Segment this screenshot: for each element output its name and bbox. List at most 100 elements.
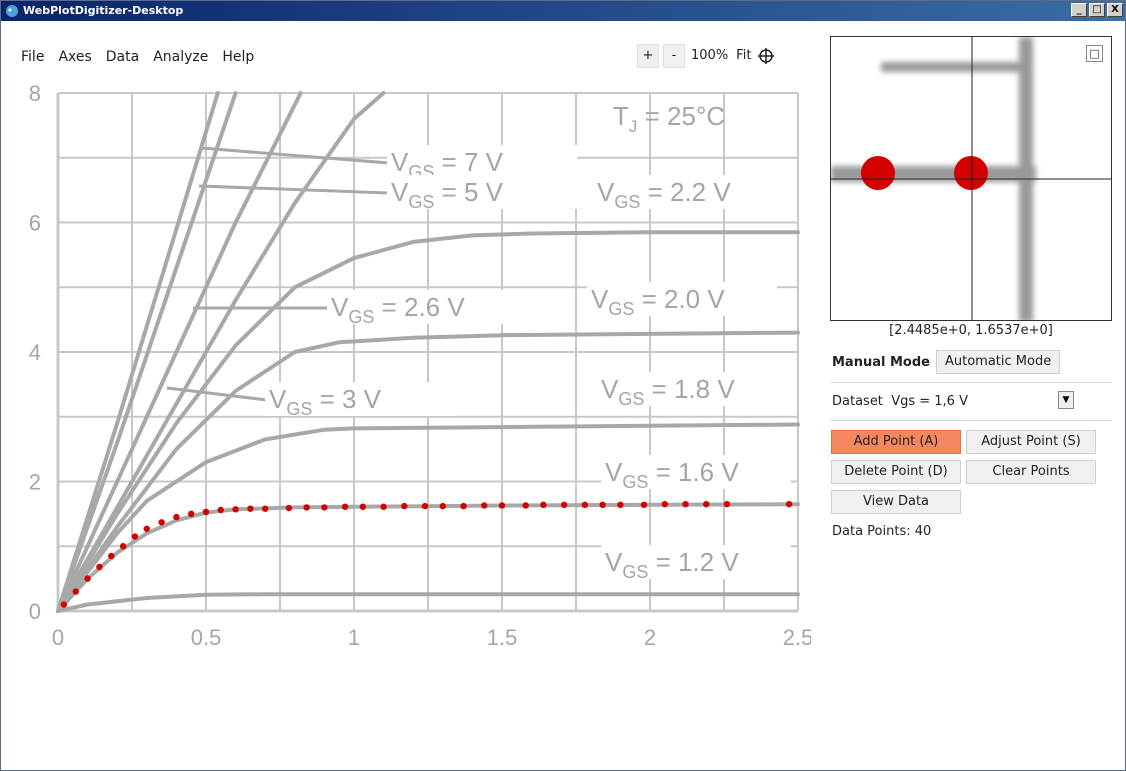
digitized-point[interactable] (498, 502, 506, 509)
dataset-row: Dataset Vgs = 1,6 V (832, 394, 968, 409)
digitized-point[interactable] (401, 502, 408, 510)
digitized-point[interactable] (785, 500, 793, 508)
vgs-label-text: VGS = 1.8 V (601, 374, 735, 409)
digitized-point[interactable] (60, 601, 68, 608)
label-background (593, 175, 783, 209)
curve-series (56, 330, 800, 613)
vgs-label-sub: GS (622, 472, 648, 492)
x-tick-label: 0.5 (191, 625, 222, 650)
digitized-point[interactable] (341, 503, 349, 510)
vgs-label-text: VGS = 2.0 V (591, 284, 725, 319)
crosshair-icon[interactable] (757, 47, 775, 65)
digitized-point[interactable] (682, 500, 689, 508)
menu-bar: File Axes Data Analyze Help (21, 49, 254, 65)
digitized-point[interactable] (581, 501, 589, 509)
automatic-mode-button[interactable]: Automatic Mode (935, 350, 1061, 374)
digitized-point[interactable] (84, 575, 91, 582)
zoom-out-button[interactable]: - (663, 44, 685, 68)
digitized-point[interactable] (560, 501, 568, 509)
digitized-point[interactable] (439, 502, 446, 510)
view-data-button[interactable]: View Data (831, 490, 961, 514)
leader-line (198, 184, 390, 195)
label-background (597, 372, 787, 406)
curve-series (56, 592, 800, 613)
digitized-point[interactable] (232, 506, 239, 513)
digitized-point[interactable] (285, 504, 293, 512)
y-tick-label: 8 (29, 83, 41, 106)
x-tick-label: 1 (348, 625, 360, 650)
vgs-label-sub: GS (348, 307, 374, 327)
digitized-point[interactable] (359, 503, 367, 510)
magnifier-image (831, 37, 1111, 320)
magnifier-view: □ (830, 36, 1112, 321)
digitized-point[interactable] (108, 552, 115, 560)
digitized-point[interactable] (119, 543, 127, 550)
expand-icon[interactable]: □ (1086, 45, 1103, 62)
vgs-label-value: = 1.2 V (648, 547, 739, 577)
magnifier-point (954, 156, 988, 190)
digitized-point[interactable] (262, 505, 269, 512)
adjust-point-button[interactable]: Adjust Point (S) (966, 430, 1096, 454)
digitized-point[interactable] (522, 502, 529, 509)
minimize-button[interactable]: _ (1071, 3, 1087, 17)
digitized-point[interactable] (158, 519, 165, 526)
digitized-point[interactable] (640, 501, 648, 509)
digitized-point[interactable] (599, 501, 606, 509)
digitized-point[interactable] (173, 513, 180, 521)
delete-point-button[interactable]: Delete Point (D) (831, 460, 961, 484)
manual-mode-label[interactable]: Manual Mode (832, 354, 930, 370)
digitized-point[interactable] (131, 533, 139, 540)
digitized-point[interactable] (661, 500, 668, 508)
menu-file[interactable]: File (21, 49, 45, 65)
digitized-points[interactable] (60, 500, 793, 608)
menu-axes[interactable]: Axes (58, 49, 92, 65)
curve-series (56, 91, 220, 613)
vgs-label-value: = 7 V (434, 147, 503, 177)
dataset-select[interactable]: Vgs = 1,6 V (891, 394, 968, 409)
vgs-label-main: V (597, 177, 615, 207)
curve-series (56, 91, 303, 613)
chevron-down-icon[interactable]: ▼ (1058, 391, 1074, 409)
digitized-point[interactable] (247, 505, 254, 512)
menu-data[interactable]: Data (105, 49, 140, 65)
vgs-label-sub: GS (286, 399, 312, 419)
cursor-coordinates: [2.4485e+0, 1.6537e+0] (889, 323, 1053, 338)
add-point-button[interactable]: Add Point (A) (831, 430, 961, 454)
fit-button[interactable]: Fit (736, 48, 752, 63)
vgs-label-sub: GS (608, 299, 634, 319)
digitized-point[interactable] (703, 500, 710, 508)
junction-temp-part: T (613, 101, 629, 131)
digitized-point[interactable] (72, 588, 79, 595)
digitized-point[interactable] (380, 503, 387, 510)
clear-points-button[interactable]: Clear Points (966, 460, 1096, 484)
close-button[interactable]: X (1107, 3, 1123, 17)
vgs-label: VGS = 2.6 V (327, 290, 517, 327)
menu-analyze[interactable]: Analyze (153, 49, 209, 65)
digitized-point[interactable] (188, 510, 195, 518)
vgs-label-sub: GS (622, 562, 648, 582)
digitized-point[interactable] (540, 501, 547, 509)
digitized-point[interactable] (723, 500, 731, 508)
dataset-label: Dataset (832, 394, 883, 409)
digitized-point[interactable] (617, 501, 624, 509)
junction-temp-label: TJ = 25°C (613, 101, 725, 136)
digitized-point[interactable] (481, 502, 488, 509)
digitized-point[interactable] (202, 508, 210, 516)
y-tick-label: 6 (29, 211, 41, 236)
digitized-point[interactable] (303, 504, 310, 511)
menu-help[interactable]: Help (222, 49, 255, 65)
divider (830, 420, 1112, 421)
vgs-label-text: VGS = 5 V (391, 177, 504, 212)
digitized-point[interactable] (321, 504, 328, 511)
zoom-in-button[interactable]: + (637, 44, 659, 68)
digitized-point[interactable] (96, 563, 103, 571)
digitized-point[interactable] (460, 502, 467, 510)
digitized-point[interactable] (217, 506, 224, 514)
digitized-point[interactable] (421, 502, 429, 510)
zoom-toolbar: + - 100% Fit (637, 44, 775, 68)
digitized-point[interactable] (143, 525, 150, 532)
junction-temp-part: J (629, 117, 638, 136)
maximize-button[interactable]: □ (1089, 3, 1105, 17)
